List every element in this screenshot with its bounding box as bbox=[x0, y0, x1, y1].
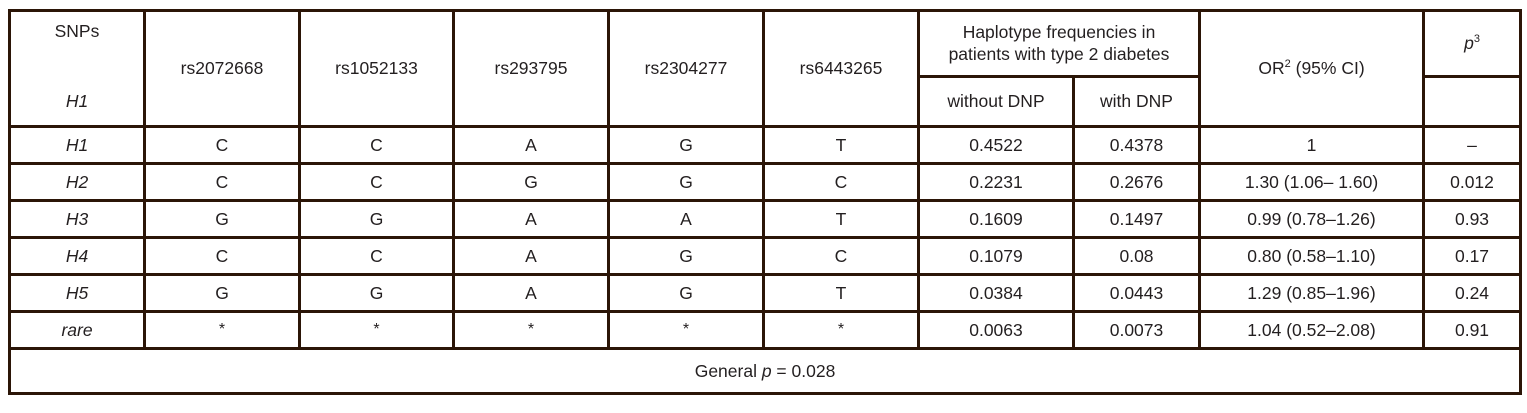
corner-haplotype-label: H1 bbox=[65, 91, 89, 111]
haplotype-label-cell: rare bbox=[8, 310, 146, 350]
freq-without-dnp-cell: 0.0384 bbox=[917, 273, 1075, 313]
or-ci-cell: 0.99 (0.78–1.26) bbox=[1198, 199, 1426, 239]
allele-cell: * bbox=[762, 310, 920, 350]
allele-cell: C bbox=[762, 236, 920, 276]
table-row-h5: H5 G G A G T 0.0384 0.0443 1.29 (0.85–1.… bbox=[8, 273, 1523, 313]
allele-cell: C bbox=[143, 236, 301, 276]
allele-cell: G bbox=[607, 162, 765, 202]
or-ci-cell: 1.04 (0.52–2.08) bbox=[1198, 310, 1426, 350]
allele-cell: A bbox=[452, 125, 610, 165]
or-column-header: OR2 (95% CI) bbox=[1198, 9, 1426, 128]
general-p-symbol: p bbox=[761, 360, 772, 381]
allele-cell: G bbox=[143, 199, 301, 239]
p-column-header: p3 bbox=[1422, 9, 1523, 78]
table-row-h4: H4 C C A G C 0.1079 0.08 0.80 (0.58–1.10… bbox=[8, 236, 1523, 276]
allele-cell: G bbox=[607, 273, 765, 313]
p-header-base: p bbox=[1464, 33, 1474, 53]
p-value-cell: 0.012 bbox=[1422, 162, 1523, 202]
allele-cell: A bbox=[452, 273, 610, 313]
header-row-top: SNPs H1 rs2072668 rs1052133 rs293795 rs2… bbox=[8, 9, 1523, 128]
allele-cell: C bbox=[298, 162, 455, 202]
haplotype-label-cell: H2 bbox=[8, 162, 146, 202]
allele-cell: G bbox=[607, 125, 765, 165]
or-ci-cell: 1.29 (0.85–1.96) bbox=[1198, 273, 1426, 313]
allele-cell: G bbox=[607, 236, 765, 276]
allele-cell: C bbox=[143, 125, 301, 165]
table-row-rare: rare * * * * * 0.0063 0.0073 1.04 (0.52–… bbox=[8, 310, 1523, 350]
freq-with-dnp-cell: 0.4378 bbox=[1071, 125, 1202, 165]
subheader-with-dnp: with DNP bbox=[1071, 75, 1202, 128]
haplotype-label-cell: H4 bbox=[8, 236, 146, 276]
allele-cell: G bbox=[298, 273, 455, 313]
snp-column-header-rs2072668: rs2072668 bbox=[143, 9, 301, 128]
general-p-value: = 0.028 bbox=[771, 360, 836, 381]
p-header-superscript: 3 bbox=[1473, 33, 1480, 46]
p-column-header-empty bbox=[1422, 75, 1523, 128]
p-value-cell: 0.93 bbox=[1422, 199, 1523, 239]
allele-cell: G bbox=[452, 162, 610, 202]
allele-cell: T bbox=[762, 125, 920, 165]
allele-cell: C bbox=[143, 162, 301, 202]
table-row-h3: H3 G G A A T 0.1609 0.1497 0.99 (0.78–1.… bbox=[8, 199, 1523, 239]
allele-cell: * bbox=[143, 310, 301, 350]
haplotype-label-cell: H3 bbox=[8, 199, 146, 239]
allele-cell: * bbox=[452, 310, 610, 350]
allele-cell: C bbox=[298, 125, 455, 165]
allele-cell: G bbox=[143, 273, 301, 313]
freq-with-dnp-cell: 0.0073 bbox=[1071, 310, 1202, 350]
haplotype-label-cell: H1 bbox=[8, 125, 146, 165]
freq-without-dnp-cell: 0.0063 bbox=[917, 310, 1075, 350]
snp-column-header-rs6443265: rs6443265 bbox=[762, 9, 920, 128]
freq-with-dnp-cell: 0.08 bbox=[1071, 236, 1202, 276]
allele-cell: * bbox=[607, 310, 765, 350]
allele-cell: C bbox=[762, 162, 920, 202]
freq-without-dnp-cell: 0.1609 bbox=[917, 199, 1075, 239]
freq-with-dnp-cell: 0.1497 bbox=[1071, 199, 1202, 239]
allele-cell: G bbox=[298, 199, 455, 239]
p-value-cell: 0.17 bbox=[1422, 236, 1523, 276]
freq-without-dnp-cell: 0.1079 bbox=[917, 236, 1075, 276]
or-ci-cell: 1 bbox=[1198, 125, 1426, 165]
header-row-sub: without DNP with DNP bbox=[10, 75, 1523, 128]
snp-column-header-rs293795: rs293795 bbox=[452, 9, 610, 128]
allele-cell: A bbox=[452, 199, 610, 239]
snp-column-header-rs2304277: rs2304277 bbox=[607, 9, 765, 128]
footer-row: General p = 0.028 bbox=[7, 347, 1523, 395]
or-ci-cell: 0.80 (0.58–1.10) bbox=[1198, 236, 1426, 276]
haplotype-label-cell: H5 bbox=[8, 273, 146, 313]
freq-group-header-text: Haplotype frequencies in patients with t… bbox=[948, 21, 1170, 64]
or-header-superscript: 2 bbox=[1284, 58, 1291, 71]
haplotype-table: SNPs H1 rs2072668 rs1052133 rs293795 rs2… bbox=[7, 9, 1523, 395]
allele-cell: A bbox=[452, 236, 610, 276]
corner-snps-label: SNPs bbox=[54, 21, 100, 41]
allele-cell: C bbox=[298, 236, 455, 276]
allele-cell: T bbox=[762, 273, 920, 313]
general-p-footer: General p = 0.028 bbox=[7, 347, 1523, 395]
corner-header-content: SNPs H1 bbox=[15, 14, 139, 124]
p-value-cell: 0.24 bbox=[1422, 273, 1523, 313]
table-row-h2: H2 C C G G C 0.2231 0.2676 1.30 (1.06– 1… bbox=[8, 162, 1523, 202]
corner-header-snps-h1: SNPs H1 bbox=[8, 9, 146, 128]
general-p-prefix: General bbox=[694, 360, 762, 381]
table-row-h1: H1 C C A G T 0.4522 0.4378 1 – bbox=[8, 125, 1523, 165]
freq-with-dnp-cell: 0.0443 bbox=[1071, 273, 1202, 313]
freq-without-dnp-cell: 0.2231 bbox=[917, 162, 1075, 202]
subheader-without-dnp: without DNP bbox=[917, 75, 1075, 128]
freq-without-dnp-cell: 0.4522 bbox=[917, 125, 1075, 165]
snp-column-header-rs1052133: rs1052133 bbox=[298, 9, 455, 128]
or-ci-cell: 1.30 (1.06– 1.60) bbox=[1198, 162, 1426, 202]
freq-group-header: Haplotype frequencies in patients with t… bbox=[916, 9, 1202, 78]
p-value-cell: – bbox=[1422, 125, 1523, 165]
p-value-cell: 0.91 bbox=[1422, 310, 1523, 350]
allele-cell: T bbox=[762, 199, 920, 239]
or-header-rest: (95% CI) bbox=[1290, 58, 1365, 78]
freq-with-dnp-cell: 0.2676 bbox=[1071, 162, 1202, 202]
allele-cell: A bbox=[607, 199, 765, 239]
or-header-base: OR bbox=[1258, 58, 1285, 78]
allele-cell: * bbox=[298, 310, 455, 350]
